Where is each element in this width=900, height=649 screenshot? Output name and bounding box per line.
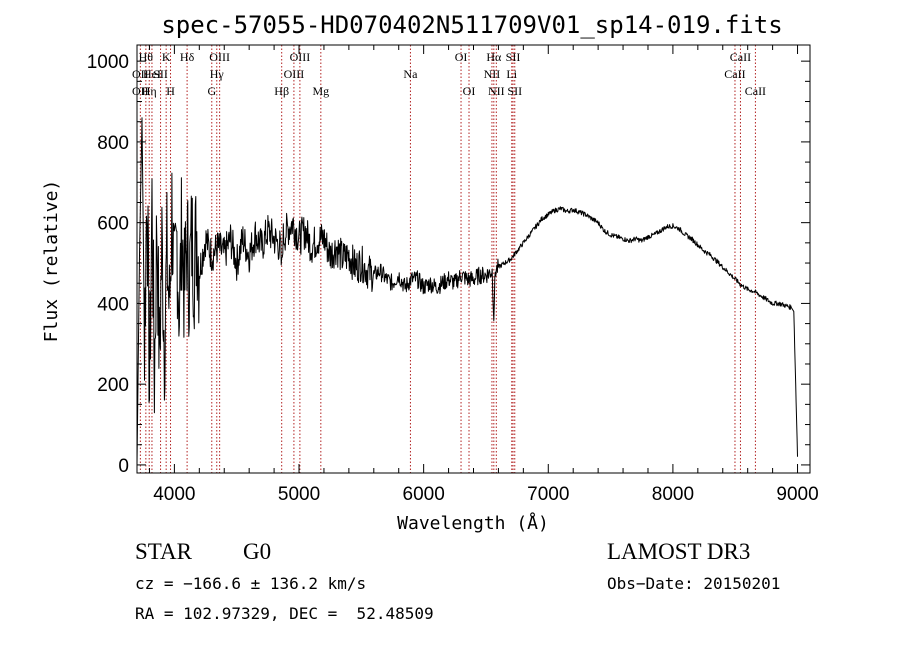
emission-line-label: SII — [506, 50, 521, 64]
chart-title: spec-57055-HD070402N511709V01_sp14-019.f… — [161, 11, 782, 39]
emission-labels-layer: OIIOIIHθHηHeISIIKHHδGHγOIIIHβOIIIOIIIMgN… — [132, 50, 766, 98]
y-tick-label: 200 — [97, 375, 129, 396]
x-tick-label: 5000 — [278, 484, 320, 505]
plot-frame — [136, 44, 811, 474]
emission-line-label: Mg — [312, 84, 329, 98]
survey-name: LAMOST DR3 — [607, 539, 751, 564]
observation-date: Obs−Date: 20150201 — [607, 574, 781, 593]
emission-line-label: OIII — [284, 67, 305, 81]
emission-line-label: OII — [132, 67, 149, 81]
y-tick-label: 800 — [97, 133, 129, 154]
x-axis-label: Wavelength (Å) — [397, 512, 549, 534]
y-axis-label: Flux (relative) — [41, 180, 62, 343]
emission-line-label: OII — [132, 84, 149, 98]
emission-line-label: NII — [484, 67, 501, 81]
emission-line-label: SII — [153, 67, 168, 81]
emission-line-label: Li — [506, 67, 517, 81]
emission-line-label: CaII — [730, 50, 751, 64]
emission-line-label: CaII — [724, 67, 745, 81]
emission-line-label: OIII — [209, 50, 230, 64]
emission-line-label: NII — [488, 84, 505, 98]
emission-line-label: Hβ — [274, 84, 289, 98]
series-layer — [136, 117, 798, 465]
redshift-velocity: cz = −166.6 ± 136.2 km/s — [135, 574, 367, 593]
emission-line-label: Na — [403, 67, 418, 81]
y-tick-label: 400 — [97, 294, 129, 315]
ticks-layer: 4000 5000 6000 7000 8000 9000 0 200 400 600 800 100… — [87, 45, 819, 505]
emission-line-label: H — [166, 84, 175, 98]
coordinates: RA = 102.97329, DEC = 52.48509 — [135, 604, 434, 623]
emission-line-label: G — [207, 84, 216, 98]
emission-line-label: HeI — [143, 67, 161, 81]
emission-line-label: OI — [455, 50, 468, 64]
emission-line-label: K — [162, 50, 171, 64]
x-tick-label: 6000 — [403, 484, 445, 505]
y-tick-label: 600 — [97, 214, 129, 235]
object-class: STAR — [135, 539, 192, 564]
y-tick-label: 1000 — [87, 52, 129, 73]
emission-line-label: CaII — [745, 84, 766, 98]
emission-line-label: Hθ — [139, 50, 154, 64]
emission-line-label: Hδ — [180, 50, 195, 64]
x-tick-label: 8000 — [652, 484, 694, 505]
x-tick-label: 4000 — [153, 484, 195, 505]
spectrum-line — [136, 117, 798, 465]
emission-line-label: OI — [463, 84, 476, 98]
x-tick-label: 9000 — [776, 484, 818, 505]
emission-line-label: OIII — [290, 50, 311, 64]
emission-line-label: Hγ — [210, 67, 225, 81]
object-subclass: G0 — [243, 539, 272, 564]
emission-line-label: SII — [507, 84, 522, 98]
emission-line-label: Hα — [486, 50, 502, 64]
y-tick-label: 0 — [118, 456, 129, 477]
emission-line-label: Hη — [142, 84, 157, 98]
x-tick-label: 7000 — [527, 484, 569, 505]
emission-lines-layer — [139, 45, 756, 473]
